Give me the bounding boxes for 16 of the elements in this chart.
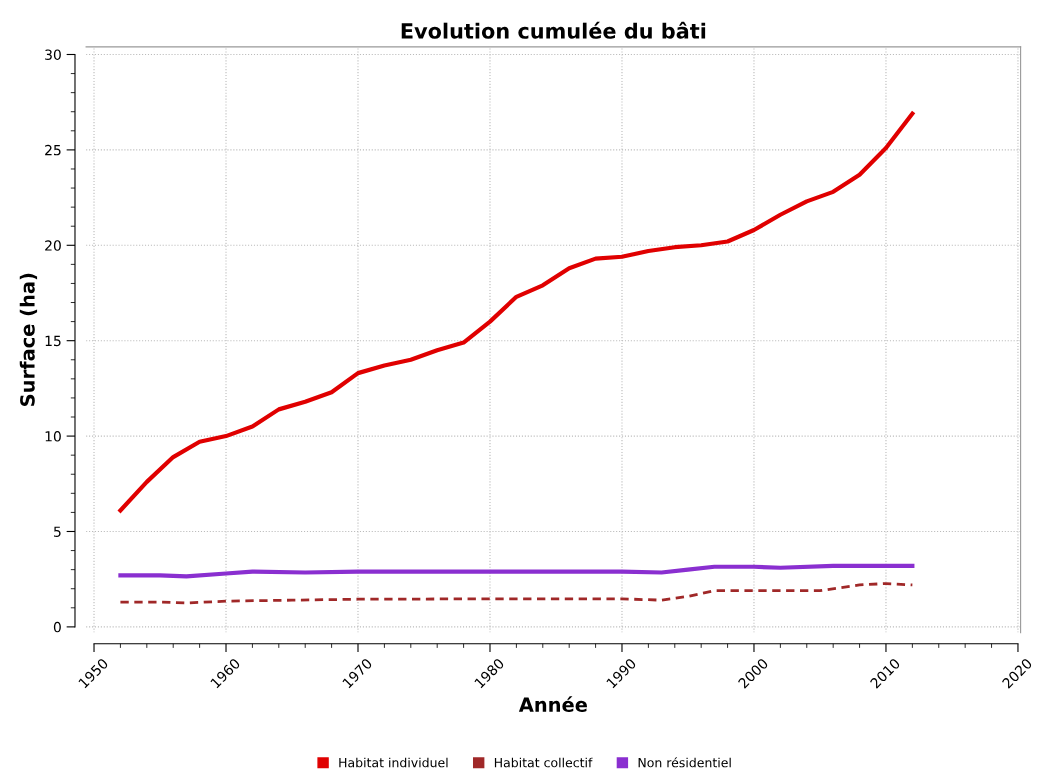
line-series bbox=[119, 582, 914, 605]
y-tick-label: 20 bbox=[45, 240, 61, 251]
line-series bbox=[118, 563, 915, 579]
y-tick-label: 15 bbox=[45, 335, 61, 347]
legend-label: Habitat individuel bbox=[339, 757, 448, 768]
y-tick-label: 25 bbox=[45, 144, 61, 156]
y-tick-label: 5 bbox=[54, 526, 61, 537]
legend-label: Habitat collectif bbox=[494, 757, 593, 768]
x-axis-title: Année bbox=[518, 696, 587, 713]
y-tick-label: 10 bbox=[45, 431, 61, 442]
y-tick-label: 0 bbox=[53, 621, 61, 633]
y-tick-label: 30 bbox=[45, 49, 61, 60]
legend-label: Non résidentiel bbox=[638, 757, 731, 768]
line-series bbox=[118, 111, 915, 513]
chart-title: Evolution cumulée du bâti bbox=[401, 21, 706, 39]
y-axis-title: Surface (ha) bbox=[19, 273, 38, 406]
